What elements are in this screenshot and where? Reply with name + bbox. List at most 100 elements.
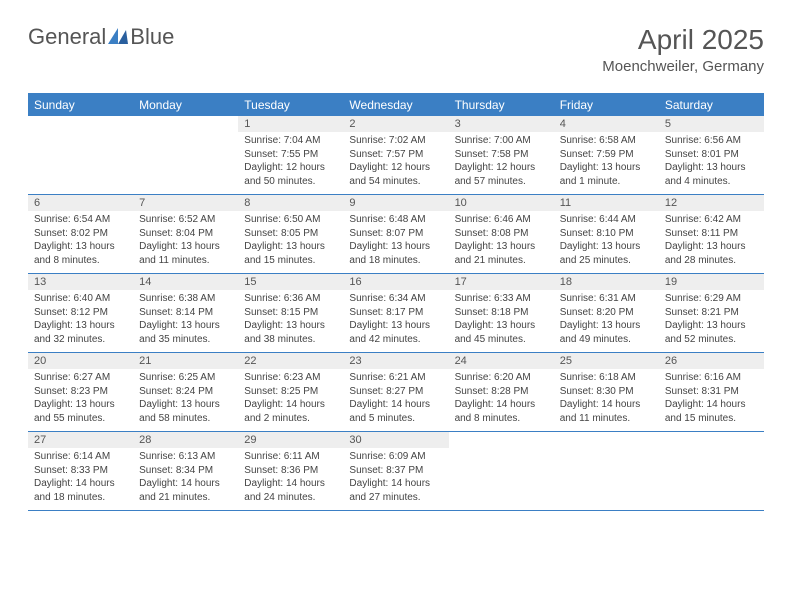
sunset-line: Sunset: 8:36 PM [244,464,337,478]
sunrise-line: Sunrise: 6:46 AM [455,213,548,227]
calendar-cell: 9Sunrise: 6:48 AMSunset: 8:07 PMDaylight… [343,195,448,273]
day-number: 9 [343,195,448,211]
day-number: 2 [343,116,448,132]
day-details: Sunrise: 6:25 AMSunset: 8:24 PMDaylight:… [133,369,238,429]
daylight-line: Daylight: 14 hours and 2 minutes. [244,398,337,425]
day-number [133,116,238,132]
calendar-cell: 23Sunrise: 6:21 AMSunset: 8:27 PMDayligh… [343,353,448,431]
day-number: 27 [28,432,133,448]
day-number: 5 [659,116,764,132]
sunset-line: Sunset: 8:27 PM [349,385,442,399]
day-number: 17 [449,274,554,290]
day-number: 30 [343,432,448,448]
sunrise-line: Sunrise: 6:44 AM [560,213,653,227]
logo-text-2: Blue [130,24,174,50]
day-details: Sunrise: 6:48 AMSunset: 8:07 PMDaylight:… [343,211,448,271]
day-details: Sunrise: 6:42 AMSunset: 8:11 PMDaylight:… [659,211,764,271]
daylight-line: Daylight: 12 hours and 54 minutes. [349,161,442,188]
day-number: 20 [28,353,133,369]
day-number: 26 [659,353,764,369]
daylight-line: Daylight: 14 hours and 8 minutes. [455,398,548,425]
calendar-cell: 10Sunrise: 6:46 AMSunset: 8:08 PMDayligh… [449,195,554,273]
calendar-cell [449,432,554,510]
sunrise-line: Sunrise: 7:02 AM [349,134,442,148]
sunrise-line: Sunrise: 6:42 AM [665,213,758,227]
day-number: 23 [343,353,448,369]
sunset-line: Sunset: 8:21 PM [665,306,758,320]
day-details [449,448,554,454]
page-title: April 2025 [602,24,764,56]
day-header-row: SundayMondayTuesdayWednesdayThursdayFrid… [28,94,764,116]
day-number: 29 [238,432,343,448]
daylight-line: Daylight: 13 hours and 28 minutes. [665,240,758,267]
sunset-line: Sunset: 8:05 PM [244,227,337,241]
title-block: April 2025 Moenchweiler, Germany [602,24,764,75]
day-details: Sunrise: 6:29 AMSunset: 8:21 PMDaylight:… [659,290,764,350]
calendar-cell: 22Sunrise: 6:23 AMSunset: 8:25 PMDayligh… [238,353,343,431]
day-details: Sunrise: 6:38 AMSunset: 8:14 PMDaylight:… [133,290,238,350]
day-details: Sunrise: 6:21 AMSunset: 8:27 PMDaylight:… [343,369,448,429]
sunrise-line: Sunrise: 6:58 AM [560,134,653,148]
sunrise-line: Sunrise: 6:34 AM [349,292,442,306]
day-details: Sunrise: 6:40 AMSunset: 8:12 PMDaylight:… [28,290,133,350]
day-number: 13 [28,274,133,290]
calendar-cell [554,432,659,510]
day-details: Sunrise: 7:04 AMSunset: 7:55 PMDaylight:… [238,132,343,192]
calendar-week: 1Sunrise: 7:04 AMSunset: 7:55 PMDaylight… [28,116,764,195]
daylight-line: Daylight: 14 hours and 21 minutes. [139,477,232,504]
daylight-line: Daylight: 13 hours and 25 minutes. [560,240,653,267]
sunrise-line: Sunrise: 6:54 AM [34,213,127,227]
daylight-line: Daylight: 13 hours and 21 minutes. [455,240,548,267]
calendar-cell [133,116,238,194]
day-details: Sunrise: 6:11 AMSunset: 8:36 PMDaylight:… [238,448,343,508]
day-number: 8 [238,195,343,211]
day-header: Wednesday [343,94,448,116]
calendar-cell: 17Sunrise: 6:33 AMSunset: 8:18 PMDayligh… [449,274,554,352]
calendar-cell: 3Sunrise: 7:00 AMSunset: 7:58 PMDaylight… [449,116,554,194]
day-number: 6 [28,195,133,211]
calendar-cell: 21Sunrise: 6:25 AMSunset: 8:24 PMDayligh… [133,353,238,431]
day-details: Sunrise: 6:44 AMSunset: 8:10 PMDaylight:… [554,211,659,271]
header: General Blue April 2025 Moenchweiler, Ge… [28,24,764,75]
calendar-cell: 25Sunrise: 6:18 AMSunset: 8:30 PMDayligh… [554,353,659,431]
day-details: Sunrise: 6:09 AMSunset: 8:37 PMDaylight:… [343,448,448,508]
day-details: Sunrise: 6:46 AMSunset: 8:08 PMDaylight:… [449,211,554,271]
day-number: 22 [238,353,343,369]
daylight-line: Daylight: 13 hours and 35 minutes. [139,319,232,346]
sunrise-line: Sunrise: 6:52 AM [139,213,232,227]
daylight-line: Daylight: 14 hours and 11 minutes. [560,398,653,425]
sunset-line: Sunset: 8:17 PM [349,306,442,320]
calendar-cell: 30Sunrise: 6:09 AMSunset: 8:37 PMDayligh… [343,432,448,510]
sunrise-line: Sunrise: 7:00 AM [455,134,548,148]
day-number: 14 [133,274,238,290]
sunset-line: Sunset: 8:08 PM [455,227,548,241]
sunset-line: Sunset: 8:33 PM [34,464,127,478]
calendar-cell: 14Sunrise: 6:38 AMSunset: 8:14 PMDayligh… [133,274,238,352]
sunrise-line: Sunrise: 6:23 AM [244,371,337,385]
sunrise-line: Sunrise: 6:11 AM [244,450,337,464]
daylight-line: Daylight: 14 hours and 24 minutes. [244,477,337,504]
day-details [28,132,133,138]
day-number: 1 [238,116,343,132]
sunset-line: Sunset: 8:23 PM [34,385,127,399]
daylight-line: Daylight: 12 hours and 50 minutes. [244,161,337,188]
calendar-cell: 4Sunrise: 6:58 AMSunset: 7:59 PMDaylight… [554,116,659,194]
day-number: 4 [554,116,659,132]
sunset-line: Sunset: 8:30 PM [560,385,653,399]
day-number: 21 [133,353,238,369]
sunset-line: Sunset: 8:14 PM [139,306,232,320]
daylight-line: Daylight: 12 hours and 57 minutes. [455,161,548,188]
sunrise-line: Sunrise: 6:25 AM [139,371,232,385]
day-number: 15 [238,274,343,290]
sunset-line: Sunset: 8:15 PM [244,306,337,320]
daylight-line: Daylight: 13 hours and 1 minute. [560,161,653,188]
calendar-cell: 6Sunrise: 6:54 AMSunset: 8:02 PMDaylight… [28,195,133,273]
day-number: 28 [133,432,238,448]
sunrise-line: Sunrise: 6:21 AM [349,371,442,385]
day-details: Sunrise: 6:18 AMSunset: 8:30 PMDaylight:… [554,369,659,429]
daylight-line: Daylight: 13 hours and 42 minutes. [349,319,442,346]
sunrise-line: Sunrise: 6:38 AM [139,292,232,306]
sunrise-line: Sunrise: 6:33 AM [455,292,548,306]
page-subtitle: Moenchweiler, Germany [602,58,764,75]
calendar-cell: 2Sunrise: 7:02 AMSunset: 7:57 PMDaylight… [343,116,448,194]
